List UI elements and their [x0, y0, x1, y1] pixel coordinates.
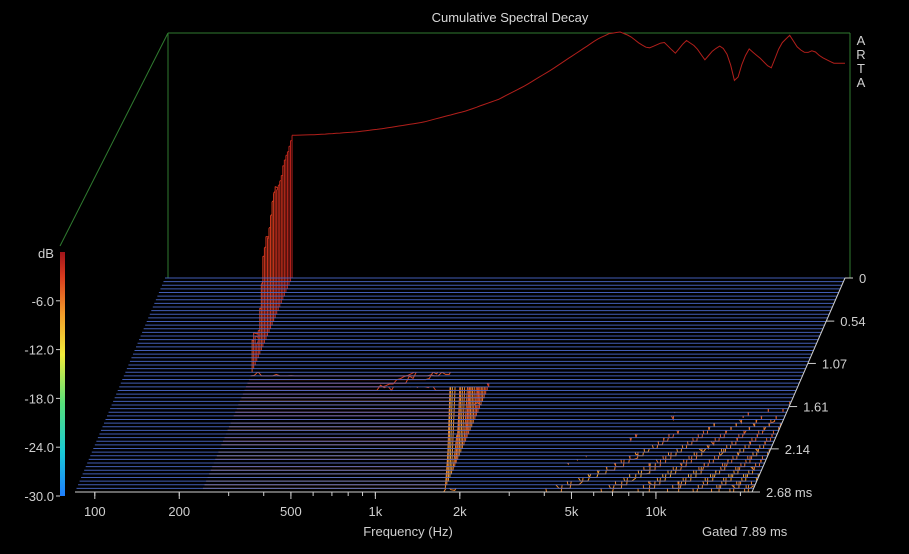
x-tick-label: 10k: [645, 504, 666, 519]
decay-slices: [201, 31, 845, 493]
db-tick-label: -6.0: [32, 294, 54, 309]
x-tick-label: 5k: [565, 504, 579, 519]
db-scale-label: dB: [38, 246, 54, 261]
time-tick-label: 2.14: [785, 442, 810, 457]
x-axis-label: Frequency (Hz): [363, 524, 453, 539]
time-tick-label: 2.68 ms: [766, 485, 813, 500]
time-tick-label: 1.61: [803, 400, 828, 415]
db-color-bar: [60, 252, 65, 496]
decay-slice-0: [291, 31, 845, 136]
db-tick-label: -24.0: [24, 440, 54, 455]
slice-mask-0: [292, 32, 845, 278]
x-tick-label: 200: [168, 504, 190, 519]
time-tick-label: 0.54: [840, 314, 865, 329]
db-tick-label: -18.0: [24, 391, 54, 406]
x-tick-label: 100: [84, 504, 106, 519]
time-tick-label: 0: [859, 271, 866, 286]
time-axis-line: [751, 277, 846, 493]
svg-text:A: A: [857, 75, 866, 90]
x-tick-label: 1k: [368, 504, 382, 519]
db-tick-label: -30.0: [24, 489, 54, 504]
svg-text:R: R: [856, 47, 865, 62]
chart-title: Cumulative Spectral Decay: [432, 10, 589, 25]
db-color-scale: dB -6.0 -12.0 -18.0 -24.0 -30.0: [24, 246, 65, 504]
time-tick-label: 1.07: [822, 356, 847, 371]
svg-text:A: A: [857, 33, 866, 48]
gated-note: Gated 7.89 ms: [702, 524, 788, 539]
back-panel-frame: [59, 32, 851, 278]
db-tick-label: -12.0: [24, 343, 54, 358]
arta-watermark: A R T A: [856, 33, 865, 90]
waterfall-axes: 100 200 500 1k 2k 5k 10k 0 0.54 1.07 1.61 2.14 2.68 …: [75, 271, 866, 519]
x-tick-label: 2k: [453, 504, 467, 519]
svg-text:T: T: [857, 61, 865, 76]
x-tick-label: 500: [280, 504, 302, 519]
